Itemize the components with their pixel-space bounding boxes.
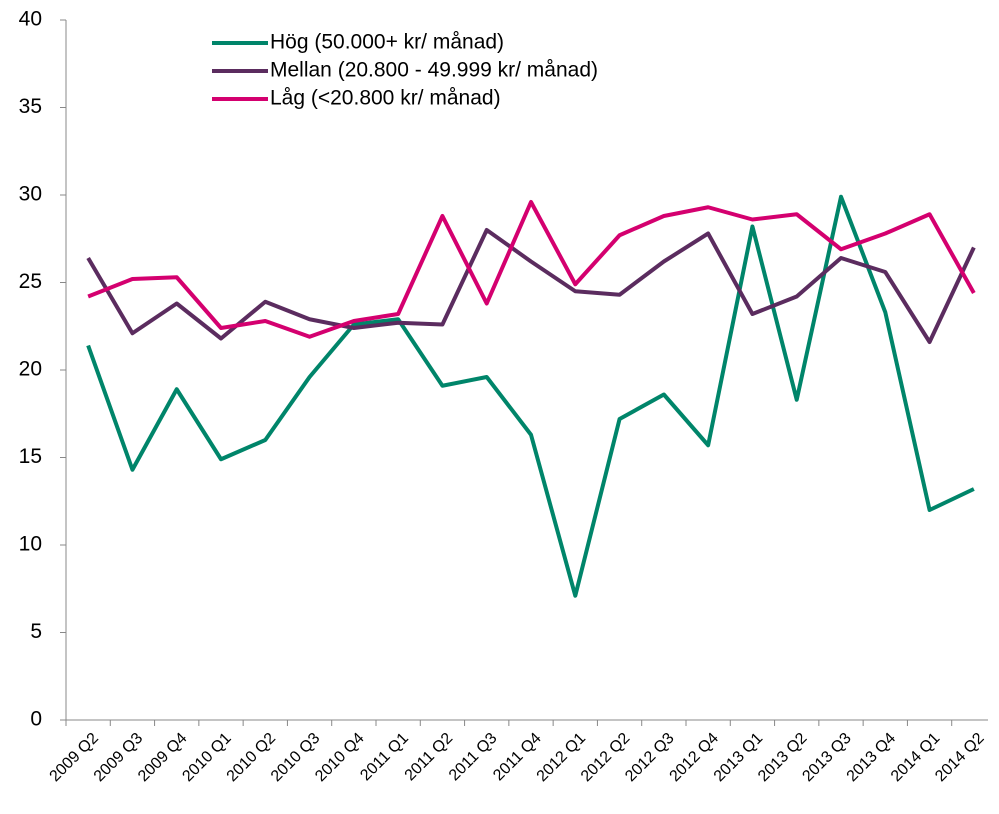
y-tick-label: 20 — [19, 358, 42, 381]
y-tick-label: 15 — [19, 445, 42, 468]
x-tick-label: 2011 Q1 — [357, 730, 412, 785]
legend-label: Låg (<20.800 kr/ månad) — [270, 87, 501, 110]
x-tick-label: 2011 Q2 — [402, 730, 457, 785]
y-tick-label: 5 — [30, 620, 42, 643]
legend-label: Hög (50.000+ kr/ månad) — [270, 31, 504, 54]
x-tick-label: 2011 Q3 — [446, 730, 501, 785]
x-tick-label: 2014 Q2 — [932, 730, 988, 786]
y-tick-label: 10 — [19, 533, 42, 556]
legend-label: Mellan (20.800 - 49.999 kr/ månad) — [270, 59, 598, 82]
y-tick-label: 0 — [30, 708, 42, 731]
series-line — [87, 200, 976, 339]
y-tick-label: 25 — [19, 270, 42, 293]
y-tick-label: 30 — [19, 183, 42, 206]
x-tick-label: 2010 Q4 — [312, 730, 368, 786]
y-tick-label: 35 — [19, 95, 42, 118]
series-line — [86, 194, 975, 598]
y-tick-label: 40 — [19, 8, 42, 31]
